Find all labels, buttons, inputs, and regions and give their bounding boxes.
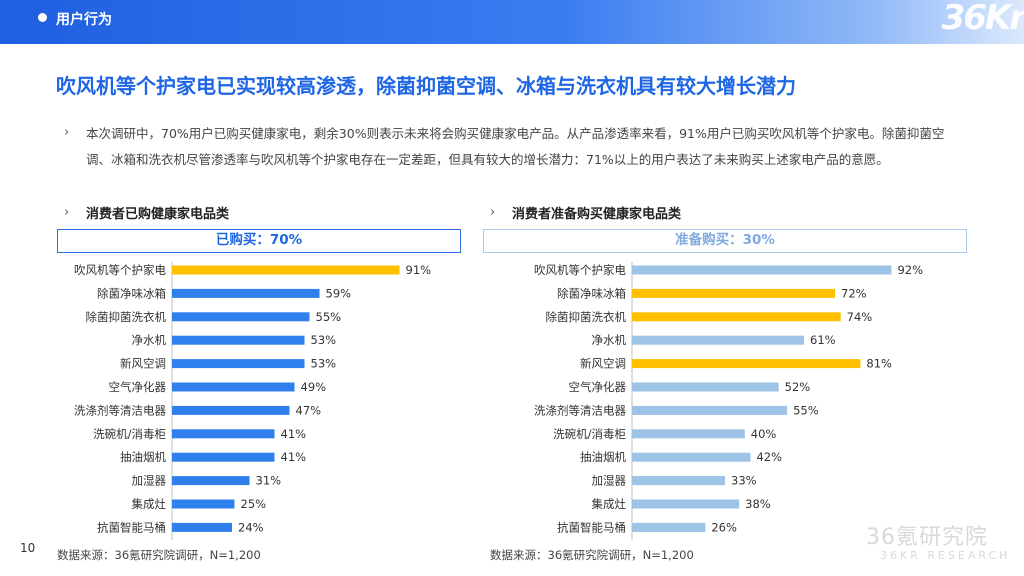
bar [632,499,740,509]
brand-logo: 36Kr [941,0,1024,38]
watermark-text: 36氪研究院 [866,525,988,550]
value-label: 38% [745,497,771,511]
value-label: 52% [785,380,811,394]
value-label: 25% [241,497,267,511]
page-number: 10 [20,541,36,555]
value-label: 53% [311,333,337,347]
bar [172,288,320,298]
bar [632,405,788,415]
bar [172,452,275,462]
section-title: 用户行为 [56,12,112,28]
value-label: 24% [238,520,264,534]
value-label: 33% [731,474,757,488]
value-label: 74% [847,310,873,324]
category-label: 空气净化器 [569,380,627,394]
category-label: 除菌抑菌洗衣机 [546,310,627,324]
left-source-note: 数据来源：36氪研究院调研，N=1,200 [57,548,261,562]
bar [632,452,751,462]
right-chart-heading: 消费者准备购买健康家电品类 [512,207,682,222]
bar [172,522,232,532]
category-label: 吹风机等个护家电 [534,263,626,277]
watermark-subtext: 36KR RESEARCH [880,549,1011,562]
category-label: 净水机 [592,333,627,347]
bar [172,429,275,439]
header-bullet-icon [38,13,47,22]
bar [632,382,779,392]
value-label: 49% [301,380,327,394]
value-label: 41% [281,450,307,464]
category-label: 除菌净味冰箱 [557,286,626,300]
value-label: 55% [793,403,819,417]
category-label: 新风空调 [580,357,626,371]
value-label: 61% [810,333,836,347]
value-label: 81% [866,357,892,371]
bar [632,335,805,345]
category-label: 集成灶 [132,497,167,511]
category-label: 洗碗机/消毒柜 [93,427,166,441]
category-label: 吹风机等个护家电 [74,263,166,277]
bullet-arrow-icon: › [64,205,70,220]
bar [172,499,235,509]
bar [632,429,745,439]
value-label: 92% [897,263,923,277]
value-label: 41% [281,427,307,441]
value-label: 91% [406,263,432,277]
left-chart-heading: 消费者已购健康家电品类 [86,207,230,222]
bar [172,312,310,322]
category-label: 净水机 [132,333,167,347]
value-label: 47% [296,403,322,417]
category-label: 洗涤剂等清洁电器 [534,403,626,417]
value-label: 55% [316,310,342,324]
bar [172,359,305,369]
purchased-bar-chart: 吹风机等个护家电 91% 除菌净味冰箱 59% 除菌抑菌洗衣机 55% 净水机 53% 新风空调… [74,262,432,540]
category-label: 抽油烟机 [580,450,626,464]
category-label: 抗菌智能马桶 [557,520,626,534]
category-label: 除菌净味冰箱 [97,286,166,300]
value-label: 40% [751,427,777,441]
bar [172,335,305,345]
right-source-note: 数据来源：36氪研究院调研，N=1,200 [490,548,694,562]
intend-bar-chart: 吹风机等个护家电 92% 除菌净味冰箱 72% 除菌抑菌洗衣机 74% 净水机 61% 新风空调… [534,262,923,540]
category-label: 空气净化器 [109,380,167,394]
bullet-arrow-icon: › [490,205,496,220]
category-label: 抗菌智能马桶 [97,520,166,534]
summary-paragraph: 本次调研中，70%用户已购买健康家电，剩余30%则表示未来将会购买健康家电产品。… [86,126,945,167]
bar [632,265,892,275]
purchased-share-box: 已购买：70% [57,229,461,253]
bullet-arrow-icon: › [64,125,70,140]
category-label: 洗涤剂等清洁电器 [74,403,166,417]
value-label: 42% [756,450,782,464]
category-label: 加湿器 [132,474,167,488]
intend-share-box: 准备购买：30% [483,229,967,253]
bar [172,405,290,415]
value-label: 26% [711,520,737,534]
value-label: 72% [841,286,867,300]
value-label: 53% [311,357,337,371]
bar [632,288,836,298]
bar [632,312,841,322]
category-label: 洗碗机/消毒柜 [553,427,626,441]
page-title: 吹风机等个护家电已实现较高渗透，除菌抑菌空调、冰箱与洗衣机具有较大增长潜力 [56,74,796,98]
category-label: 新风空调 [120,357,166,371]
bar [632,476,726,486]
bar [632,359,861,369]
bar [632,522,706,532]
bar [172,476,250,486]
category-label: 除菌抑菌洗衣机 [86,310,167,324]
category-label: 抽油烟机 [120,450,166,464]
value-label: 31% [256,474,282,488]
category-label: 加湿器 [592,474,627,488]
bar [172,382,295,392]
category-label: 集成灶 [592,497,627,511]
header-bar: 用户行为 36Kr [0,0,1024,44]
value-label: 59% [326,286,352,300]
bar [172,265,400,275]
